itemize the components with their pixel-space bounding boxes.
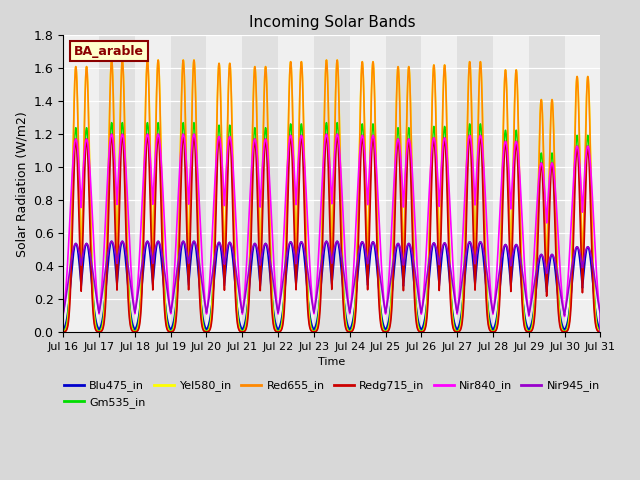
Bar xyxy=(171,36,207,332)
Nir945_in xyxy=(60,310,67,316)
Yel580_in xyxy=(169,328,177,334)
Bar xyxy=(457,36,493,332)
X-axis label: Time: Time xyxy=(318,357,346,367)
Gm535_in xyxy=(483,271,490,276)
Line: Yel580_in: Yel580_in xyxy=(63,60,600,332)
Redg715_in xyxy=(483,295,490,301)
Nir840_in xyxy=(483,210,490,216)
Bar xyxy=(564,36,600,332)
Nir840_in xyxy=(406,139,413,145)
Yel580_in xyxy=(595,328,602,334)
Yel580_in xyxy=(174,247,182,253)
Bar xyxy=(529,36,564,332)
Nir840_in xyxy=(108,132,115,137)
Blu475_in xyxy=(108,239,115,244)
Gm535_in xyxy=(596,329,604,335)
Line: Nir945_in: Nir945_in xyxy=(63,241,600,332)
Nir945_in xyxy=(108,239,115,244)
Nir945_in xyxy=(169,299,177,305)
Title: Incoming Solar Bands: Incoming Solar Bands xyxy=(248,15,415,30)
Red655_in xyxy=(169,328,177,334)
Bar xyxy=(349,36,385,332)
Gm535_in xyxy=(60,329,67,335)
Nir945_in xyxy=(260,242,268,248)
Gm535_in xyxy=(169,326,177,332)
Nir840_in xyxy=(260,140,268,146)
Yel580_in xyxy=(483,273,490,279)
Nir840_in xyxy=(596,329,604,335)
Redg715_in xyxy=(596,329,604,335)
Nir840_in xyxy=(595,296,602,302)
Yel580_in xyxy=(406,77,413,83)
Line: Gm535_in: Gm535_in xyxy=(63,123,600,332)
Bar xyxy=(314,36,349,332)
Nir840_in xyxy=(60,312,67,317)
Redg715_in xyxy=(60,329,67,335)
Yel580_in xyxy=(60,329,67,335)
Gm535_in xyxy=(595,327,602,333)
Yel580_in xyxy=(108,57,115,63)
Nir945_in xyxy=(483,264,490,269)
Nir945_in xyxy=(406,241,413,247)
Line: Blu475_in: Blu475_in xyxy=(63,241,600,332)
Bar xyxy=(135,36,171,332)
Y-axis label: Solar Radiation (W/m2): Solar Radiation (W/m2) xyxy=(15,111,28,256)
Red655_in xyxy=(174,258,182,264)
Yel580_in xyxy=(596,329,604,335)
Blu475_in xyxy=(595,323,602,329)
Red655_in xyxy=(483,283,490,288)
Gm535_in xyxy=(174,250,182,256)
Redg715_in xyxy=(595,329,602,335)
Redg715_in xyxy=(174,278,182,284)
Blu475_in xyxy=(174,278,182,284)
Blu475_in xyxy=(596,329,604,335)
Gm535_in xyxy=(108,120,115,126)
Blu475_in xyxy=(60,327,67,333)
Blu475_in xyxy=(260,243,268,249)
Bar xyxy=(63,36,99,332)
Gm535_in xyxy=(406,133,413,139)
Blu475_in xyxy=(169,323,177,328)
Nir840_in xyxy=(174,194,182,200)
Nir945_in xyxy=(595,301,602,307)
Nir945_in xyxy=(174,258,182,264)
Red655_in xyxy=(108,57,115,63)
Nir945_in xyxy=(596,329,604,335)
Blu475_in xyxy=(483,287,490,292)
Bar xyxy=(278,36,314,332)
Red655_in xyxy=(406,79,413,85)
Line: Red655_in: Red655_in xyxy=(63,60,600,332)
Bar xyxy=(493,36,529,332)
Yel580_in xyxy=(260,81,268,87)
Red655_in xyxy=(595,328,602,334)
Redg715_in xyxy=(406,147,413,153)
Gm535_in xyxy=(260,136,268,142)
Red655_in xyxy=(596,329,604,335)
Redg715_in xyxy=(169,329,177,335)
Bar xyxy=(421,36,457,332)
Text: BA_arable: BA_arable xyxy=(74,45,144,58)
Line: Nir840_in: Nir840_in xyxy=(63,134,600,332)
Nir840_in xyxy=(169,294,177,300)
Bar xyxy=(243,36,278,332)
Blu475_in xyxy=(406,243,413,249)
Line: Redg715_in: Redg715_in xyxy=(63,134,600,332)
Redg715_in xyxy=(260,150,268,156)
Redg715_in xyxy=(108,132,115,137)
Bar xyxy=(99,36,135,332)
Bar xyxy=(207,36,243,332)
Legend: Blu475_in, Gm535_in, Yel580_in, Red655_in, Redg715_in, Nir840_in, Nir945_in: Blu475_in, Gm535_in, Yel580_in, Red655_i… xyxy=(59,376,604,412)
Red655_in xyxy=(260,84,268,89)
Bar xyxy=(385,36,421,332)
Red655_in xyxy=(60,329,67,335)
